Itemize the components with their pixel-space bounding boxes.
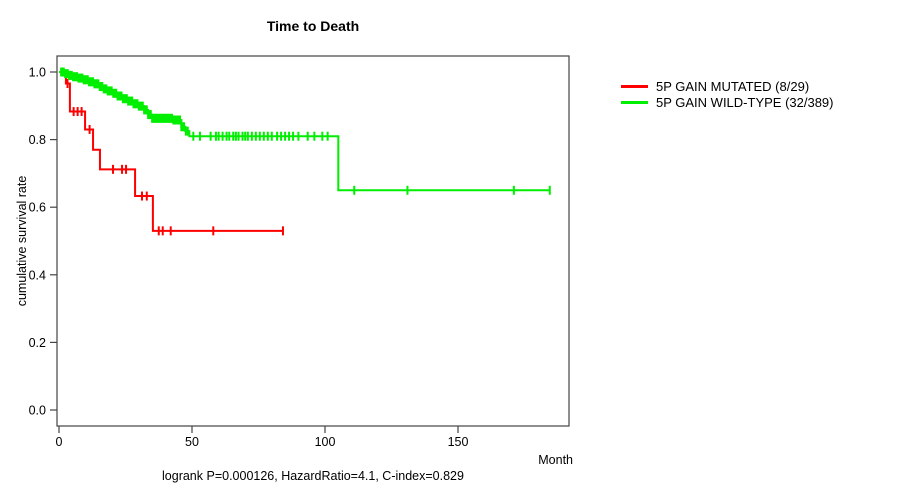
svg-text:0.4: 0.4: [29, 268, 46, 282]
legend-label-wildtype: 5P GAIN WILD-TYPE (32/389): [656, 94, 834, 110]
legend-line-wildtype-icon: [621, 100, 648, 104]
svg-text:150: 150: [448, 435, 469, 449]
svg-text:1.0: 1.0: [29, 66, 46, 80]
stats-annotation: logrank P=0.000126, HazardRatio=4.1, C-i…: [162, 469, 464, 483]
svg-text:0.2: 0.2: [29, 336, 46, 350]
legend-label-mutated: 5P GAIN MUTATED (8/29): [656, 79, 810, 95]
svg-text:0.6: 0.6: [29, 201, 46, 215]
svg-text:0: 0: [56, 435, 63, 449]
svg-text:100: 100: [315, 435, 336, 449]
legend-line-mutated-icon: [621, 85, 648, 89]
plot-geometry: 0 50 100 150 0.0 0.2 0.4 0.6 0.8 1.0: [29, 55, 570, 449]
x-axis-label: Month: [538, 453, 573, 467]
legend-item-wildtype: 5P GAIN WILD-TYPE (32/389): [621, 95, 834, 111]
legend-item-mutated: 5P GAIN MUTATED (8/29): [621, 79, 834, 95]
svg-text:0.8: 0.8: [29, 133, 46, 147]
chart-title: Time to Death: [266, 18, 360, 34]
svg-text:0.0: 0.0: [29, 404, 46, 418]
y-axis-label: cumulative survival rate: [15, 176, 29, 307]
svg-text:50: 50: [185, 435, 199, 449]
legend: 5P GAIN MUTATED (8/29) 5P GAIN WILD-TYPE…: [621, 79, 834, 110]
